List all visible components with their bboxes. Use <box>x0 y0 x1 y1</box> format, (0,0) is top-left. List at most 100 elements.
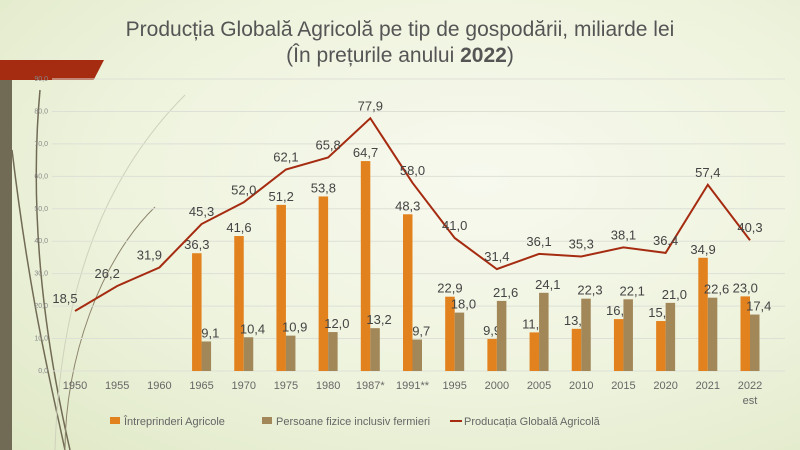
x-tick-label: 1970 <box>232 380 256 392</box>
data-label: 12,0 <box>324 316 349 331</box>
line-data-label: 57,4 <box>695 165 720 180</box>
bar-intreprinderi <box>487 338 497 371</box>
bar-intreprinderi <box>276 204 286 371</box>
data-label: 9,7 <box>412 324 430 339</box>
line-data-label: 40,3 <box>737 220 762 235</box>
x-tick-label: est <box>743 395 758 407</box>
line-data-label: 31,9 <box>137 248 162 263</box>
data-label: 22,3 <box>577 283 602 298</box>
line-data-label: 41,0 <box>442 218 467 233</box>
bar-intreprinderi <box>529 332 540 371</box>
data-label: 22,9 <box>437 281 462 296</box>
y-tick-label: 10,0 <box>34 336 48 343</box>
bar-intreprinderi <box>740 296 750 371</box>
bar-intreprinderi <box>571 328 582 371</box>
data-label: 17,4 <box>746 299 771 314</box>
legend-swatch <box>110 417 120 424</box>
bar-intreprinderi <box>403 214 413 371</box>
red-banner <box>0 60 104 80</box>
y-tick-label: 50,0 <box>34 206 48 213</box>
bar-persoane <box>539 292 549 371</box>
data-label: 51,2 <box>269 189 294 204</box>
bar-persoane <box>581 298 591 371</box>
data-label: 24,1 <box>535 277 560 292</box>
bar-persoane <box>328 332 338 371</box>
legend-label: Persoane fizice inclusiv fermieri <box>276 416 430 428</box>
line-data-label: 62,1 <box>273 150 298 165</box>
bar-persoane <box>707 297 718 371</box>
x-tick-label: 2021 <box>696 380 720 392</box>
y-tick-label: 70,0 <box>34 141 48 148</box>
data-label: 36,3 <box>184 237 209 252</box>
bar-persoane <box>370 328 380 371</box>
line-data-label: 36,1 <box>526 234 551 249</box>
y-tick-label: 0,0 <box>38 368 48 375</box>
chart-title-line1: Producția Globală Agricolă pe tip de gos… <box>125 18 675 41</box>
data-label: 22,6 <box>704 282 729 297</box>
bar-persoane <box>496 300 507 371</box>
y-tick-label: 20,0 <box>34 303 48 310</box>
title-prefix: (În prețurile anului <box>286 44 461 67</box>
x-tick-label: 2020 <box>653 380 677 392</box>
x-tick-label: 1965 <box>189 380 213 392</box>
bar-persoane <box>285 335 296 371</box>
legend-swatch <box>262 417 272 424</box>
line-data-label: 31,4 <box>484 249 509 264</box>
x-tick-label: 1955 <box>105 380 129 392</box>
bar-intreprinderi <box>656 321 666 371</box>
line-data-label: 38,1 <box>611 227 636 242</box>
bar-persoane <box>623 299 633 371</box>
bar-persoane <box>665 302 676 371</box>
bar-intreprinderi <box>360 161 371 371</box>
line-data-label: 18,5 <box>52 291 77 306</box>
line-data-label: 58,0 <box>400 163 425 178</box>
y-tick-label: 60,0 <box>34 173 48 180</box>
x-tick-label: 1975 <box>274 380 298 392</box>
data-label: 13,2 <box>366 312 391 327</box>
data-label: 9,1 <box>201 325 219 340</box>
bar-intreprinderi <box>234 236 244 371</box>
data-label: 64,7 <box>353 145 378 160</box>
x-tick-label: 1960 <box>147 380 171 392</box>
x-tick-label: 2010 <box>569 380 593 392</box>
title-year: 2022 <box>460 44 507 67</box>
data-label: 10,9 <box>282 320 307 335</box>
title-suffix: ) <box>506 44 514 67</box>
x-tick-label: 1987* <box>356 380 385 392</box>
line-data-label: 65,8 <box>315 138 340 153</box>
line-data-label: 45,3 <box>189 204 214 219</box>
y-tick-label: 40,0 <box>34 238 48 245</box>
x-tick-label: 2015 <box>611 380 635 392</box>
data-label: 9,9 <box>483 323 501 338</box>
data-label: 10,4 <box>240 321 265 336</box>
x-tick-label: 1950 <box>63 380 87 392</box>
bar-persoane <box>412 339 422 371</box>
line-data-label: 52,0 <box>231 182 256 197</box>
side-strip <box>0 80 12 450</box>
data-label: 53,8 <box>311 180 336 195</box>
x-tick-label: 1980 <box>316 380 340 392</box>
data-label: 21,6 <box>493 285 518 300</box>
bar-intreprinderi <box>613 319 624 371</box>
bar-persoane <box>750 314 760 371</box>
bar-persoane <box>201 341 212 371</box>
line-data-label: 77,9 <box>358 98 383 113</box>
bar-intreprinderi <box>445 296 455 371</box>
data-label: 23,0 <box>733 280 758 295</box>
line-data-label: 36,4 <box>653 233 678 248</box>
bar-intreprinderi <box>318 196 329 371</box>
x-tick-label: 2005 <box>527 380 551 392</box>
chart-title-line2: (În prețurile anului 2022) <box>0 44 800 68</box>
x-tick-label: 1991** <box>396 380 430 392</box>
line-data-label: 26,2 <box>95 266 120 281</box>
data-label: 34,9 <box>690 242 715 257</box>
data-label: 48,3 <box>395 198 420 213</box>
x-tick-label: 1995 <box>442 380 466 392</box>
legend-label: Întreprinderi Agricole <box>123 415 225 428</box>
data-label: 22,1 <box>620 283 645 298</box>
bar-persoane <box>243 337 254 371</box>
data-label: 41,6 <box>226 220 251 235</box>
bar-intreprinderi <box>698 257 708 371</box>
y-tick-label: 80,0 <box>34 108 48 115</box>
